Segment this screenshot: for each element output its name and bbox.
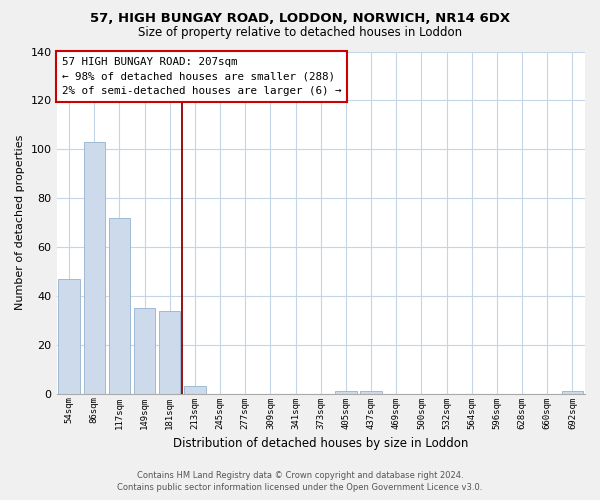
Text: 57, HIGH BUNGAY ROAD, LODDON, NORWICH, NR14 6DX: 57, HIGH BUNGAY ROAD, LODDON, NORWICH, N… [90,12,510,26]
X-axis label: Distribution of detached houses by size in Loddon: Distribution of detached houses by size … [173,437,469,450]
Bar [159,310,181,394]
Text: Contains HM Land Registry data © Crown copyright and database right 2024.
Contai: Contains HM Land Registry data © Crown c… [118,471,482,492]
Bar [335,391,356,394]
Bar [361,391,382,394]
Bar [562,391,583,394]
Bar [83,142,105,394]
Bar [109,218,130,394]
Text: 57 HIGH BUNGAY ROAD: 207sqm
← 98% of detached houses are smaller (288)
2% of sem: 57 HIGH BUNGAY ROAD: 207sqm ← 98% of det… [62,56,341,96]
Bar [58,279,80,394]
Text: Size of property relative to detached houses in Loddon: Size of property relative to detached ho… [138,26,462,39]
Bar [184,386,206,394]
Bar [134,308,155,394]
Y-axis label: Number of detached properties: Number of detached properties [15,135,25,310]
